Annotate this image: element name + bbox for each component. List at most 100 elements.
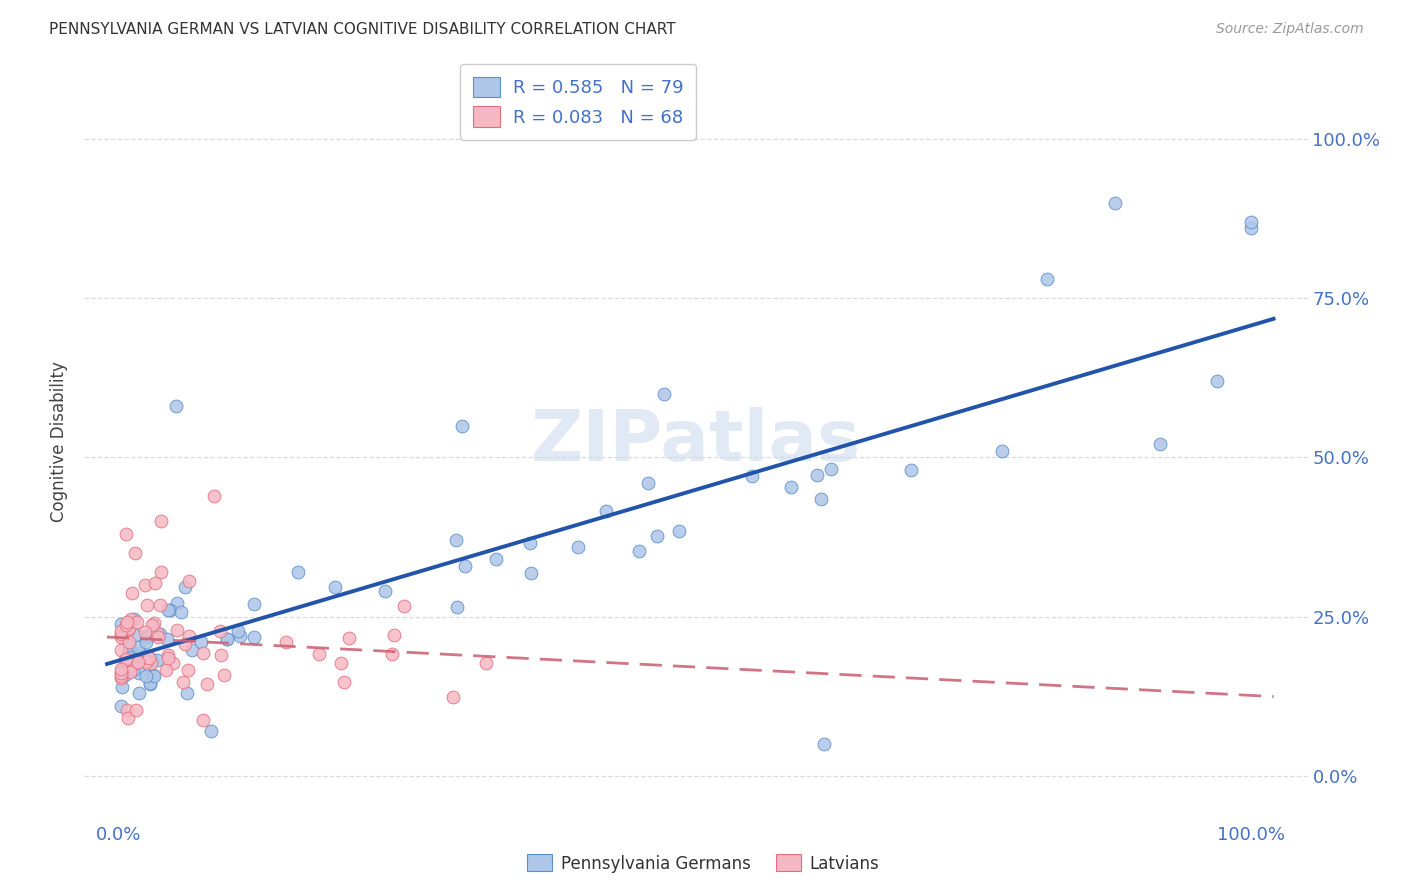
Point [146, 625, 169, 640]
Point [209, 624, 232, 639]
Point [243, 630, 266, 644]
Text: Source: ZipAtlas.com: Source: ZipAtlas.com [1216, 22, 1364, 37]
Point [628, 544, 651, 558]
Point [485, 551, 508, 566]
Point [110, 616, 132, 631]
Point [637, 475, 659, 490]
Point [128, 666, 150, 681]
Point [191, 646, 214, 660]
Point [228, 629, 250, 643]
Point [652, 386, 675, 401]
Point [1240, 221, 1263, 235]
Point [141, 653, 163, 667]
Point [142, 616, 165, 631]
Point [125, 703, 148, 717]
Point [741, 469, 763, 483]
Point [172, 675, 194, 690]
Point [115, 618, 138, 632]
Point [1036, 272, 1059, 286]
Point [110, 627, 132, 641]
Point [125, 615, 148, 629]
Point [149, 627, 172, 641]
Point [451, 418, 474, 433]
Point [174, 637, 197, 651]
Point [243, 597, 266, 611]
Point [200, 724, 222, 739]
Point [645, 529, 668, 543]
Point [115, 615, 138, 629]
Point [177, 664, 200, 678]
Point [380, 647, 402, 661]
Point [111, 663, 134, 677]
Point [1149, 437, 1171, 451]
Point [143, 576, 166, 591]
Point [446, 600, 468, 615]
Point [110, 699, 132, 714]
Point [139, 656, 162, 670]
Point [110, 669, 132, 683]
Point [810, 492, 832, 507]
Point [118, 634, 141, 648]
Point [382, 628, 405, 642]
Point [176, 685, 198, 699]
Point [226, 624, 249, 638]
Point [595, 504, 617, 518]
Point [121, 585, 143, 599]
Point [991, 444, 1014, 458]
Point [165, 400, 187, 414]
Point [323, 580, 346, 594]
Point [274, 635, 297, 649]
Point [156, 648, 179, 662]
Point [149, 514, 172, 528]
Point [110, 630, 132, 644]
Point [567, 540, 589, 554]
Point [136, 598, 159, 612]
Point [193, 713, 215, 727]
Point [135, 629, 157, 643]
Point [195, 677, 218, 691]
Point [134, 624, 156, 639]
Point [162, 657, 184, 671]
Point [159, 603, 181, 617]
Point [115, 652, 138, 666]
Point [374, 583, 396, 598]
Point [129, 646, 152, 660]
Point [820, 461, 842, 475]
Point [110, 666, 132, 681]
Point [128, 655, 150, 669]
Point [143, 669, 166, 683]
Legend: R = 0.585   N = 79, R = 0.083   N = 68: R = 0.585 N = 79, R = 0.083 N = 68 [460, 64, 696, 140]
Point [519, 535, 541, 549]
Point [111, 680, 134, 694]
Point [181, 643, 204, 657]
Point [122, 663, 145, 677]
Point [177, 574, 200, 589]
Point [149, 565, 172, 579]
Point [135, 630, 157, 644]
Point [333, 675, 356, 690]
Point [149, 598, 172, 612]
Point [170, 606, 193, 620]
Point [138, 629, 160, 643]
Point [806, 468, 828, 483]
Point [202, 489, 225, 503]
Point [115, 527, 138, 541]
Point [520, 566, 543, 581]
Point [117, 711, 139, 725]
Point [114, 653, 136, 667]
Point [329, 656, 352, 670]
Point [115, 703, 138, 717]
Point [215, 632, 238, 646]
Point [454, 559, 477, 574]
Point [444, 533, 467, 547]
Y-axis label: Cognitive Disability: Cognitive Disability [51, 361, 69, 522]
Point [117, 624, 139, 638]
Point [287, 565, 309, 579]
Point [121, 658, 143, 673]
Point [475, 656, 498, 670]
Point [441, 690, 464, 705]
Point [128, 686, 150, 700]
Point [217, 632, 239, 647]
Point [1206, 374, 1229, 388]
Point [166, 596, 188, 610]
